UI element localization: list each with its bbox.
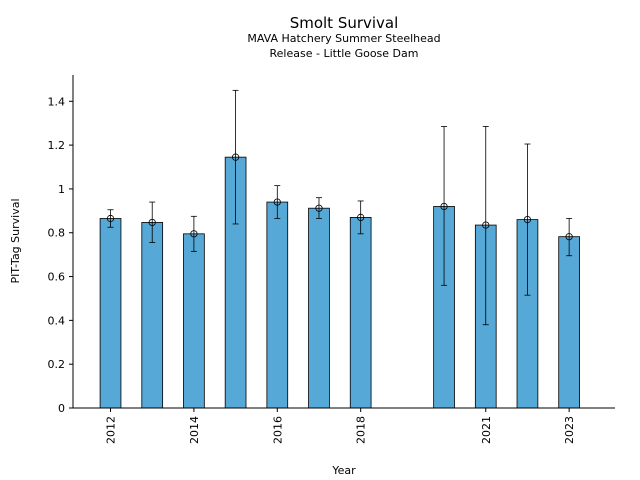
bars-group: [99, 156, 580, 409]
point-marker-2014: [190, 230, 198, 238]
y-tick-label: 0.2: [48, 358, 66, 371]
chart-title: Smolt Survival: [290, 14, 399, 32]
bar-2017: [308, 207, 330, 409]
point-marker-2017: [315, 204, 323, 212]
point-marker-2021: [482, 221, 490, 229]
x-tick-label: 2023: [563, 416, 576, 444]
point-marker-2022: [523, 215, 532, 224]
y-tick-label: 0.8: [48, 227, 66, 240]
bar-2018: [349, 217, 372, 409]
point-marker-2015: [232, 153, 240, 161]
bar-2016: [266, 201, 289, 409]
y-tick-label: 1.4: [48, 95, 66, 108]
point-marker-2012: [106, 214, 115, 223]
error-bars-group: [107, 89, 573, 326]
point-marker-2013: [148, 218, 156, 227]
y-tick-label: 1.2: [48, 139, 66, 152]
markers-group: [106, 153, 573, 241]
x-tick-label: 2014: [188, 416, 201, 444]
x-tick-label: 2021: [480, 416, 493, 444]
x-tick-label: 2018: [355, 416, 368, 444]
y-tick-label: 0.4: [48, 314, 66, 327]
point-marker-2018: [357, 213, 365, 222]
x-axis-label: Year: [331, 464, 356, 477]
y-axis-label: PIT-Tag Survival: [9, 198, 22, 283]
bar-2013: [141, 222, 164, 409]
x-tick-label: 2016: [271, 416, 284, 444]
y-tick-label: 0.6: [48, 271, 66, 284]
bar-2014: [183, 233, 205, 409]
y-tick-label: 0: [58, 402, 65, 415]
y-tick-label: 1: [58, 183, 65, 196]
x-ticks-group: 2012 2014 2016 2018 2021 2023: [105, 408, 576, 444]
x-tick-label: 2012: [105, 416, 118, 444]
point-marker-2020: [440, 202, 448, 211]
point-marker-2016: [273, 198, 281, 206]
bar-2012: [99, 218, 122, 409]
y-ticks-group: 0 0.2 0.4 0.6 0.8 1 1.2 1.4: [48, 95, 73, 415]
point-marker-2023: [565, 233, 573, 241]
bar-2023: [558, 236, 580, 409]
chart-subtitle-line1: MAVA Hatchery Summer Steelhead: [247, 32, 440, 45]
chart-subtitle-line2: Release - Little Goose Dam: [270, 47, 419, 60]
